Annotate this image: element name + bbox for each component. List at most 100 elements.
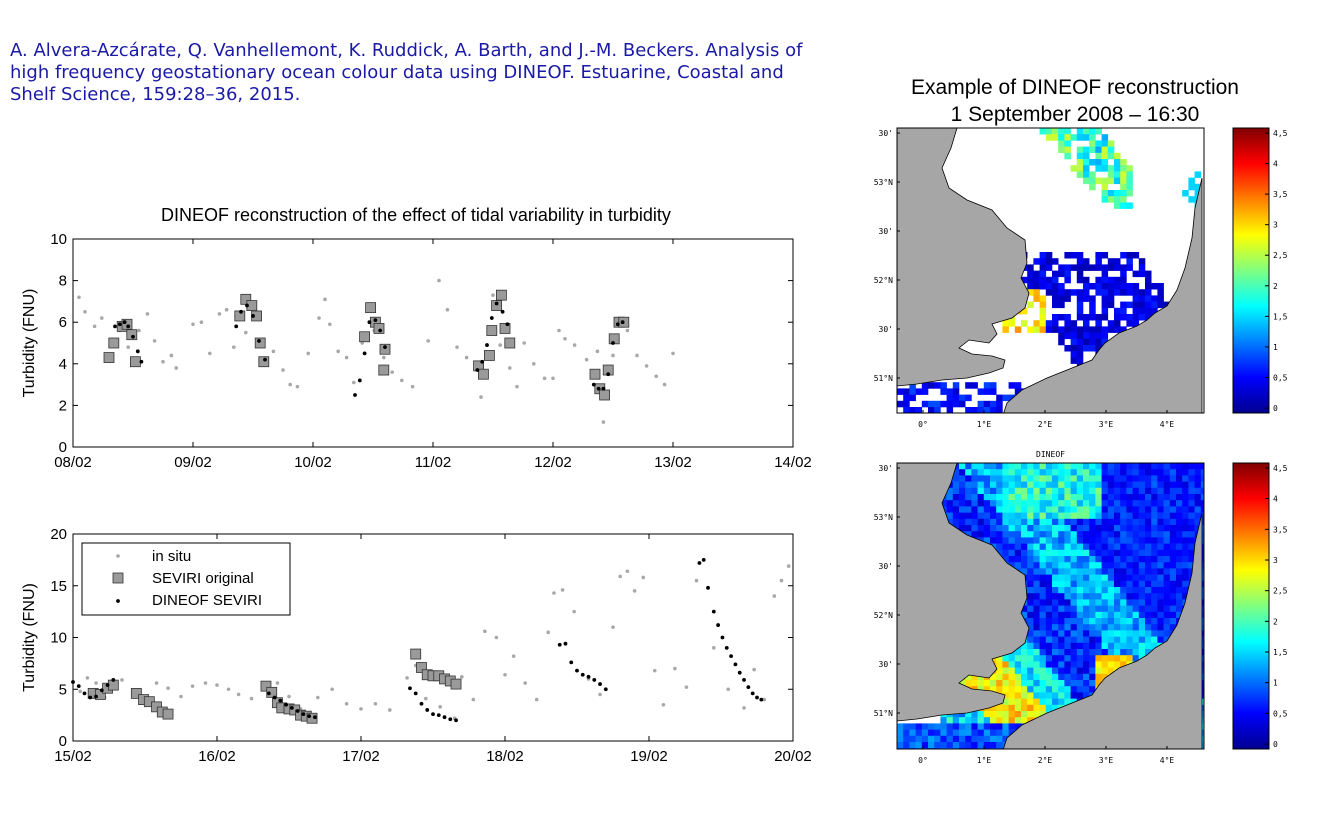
dineof-point [126,324,131,329]
map-pixel [1045,258,1053,265]
map-pixel [1114,624,1121,631]
map-pixel [1145,611,1152,619]
dineof-point [591,382,596,387]
map-pixel [1083,512,1090,520]
map-pixel [1070,525,1078,532]
map-pixel [965,680,972,687]
map-pixel [990,518,997,526]
map-pixel [1021,642,1028,650]
map-pixel [1163,574,1171,582]
map-pixel [1089,463,1096,470]
insitu-point [779,578,784,583]
map-pixel [1089,531,1096,538]
colorbar-tick-label: 0,5 [1273,709,1288,718]
map-pixel [1033,599,1040,606]
map-pixel [1064,618,1071,625]
map-pixel [1145,556,1152,563]
map-pixel [1151,549,1158,557]
map-pixel [1107,599,1115,606]
map-pixel [1021,673,1028,681]
map-pixel [1052,258,1059,265]
map-pixel [946,388,954,395]
map-pixel [1194,518,1202,526]
map-pixel [1064,599,1071,606]
map-pixel [1027,512,1034,520]
dineof-point [245,303,249,308]
map-pixel [1070,599,1078,606]
insitu-point [410,384,415,389]
map-pixel [1182,587,1189,594]
map-pixel [1045,283,1053,290]
map-pixel [1014,698,1022,706]
map-pixel [1076,605,1084,613]
colorbar-tick-label: 1,5 [1273,648,1288,657]
map-pixel [1008,673,1016,681]
map-pixel [1014,469,1022,476]
map-pixel [983,407,991,413]
map-pixel [1033,624,1040,631]
map-pixel [1169,624,1177,631]
map-pixel [977,487,985,495]
map-pixel [1033,518,1040,526]
map-pixel [959,729,966,737]
insitu-point [572,609,576,614]
dineof-point [485,343,489,347]
map-pixel [1145,605,1152,613]
x-tick-label: 12/02 [534,454,572,471]
map-pixel [1107,531,1115,538]
map-pixel [977,723,985,730]
map-pixel [1095,673,1102,681]
map-pixel [1138,463,1146,470]
map-pixel [1083,568,1090,575]
colorbar-tick-label: 3,5 [1273,525,1288,534]
map-x-tick-label: 4°E [1160,420,1175,429]
map-pixel [946,518,954,526]
map-pixel [1002,469,1009,476]
map-pixel [1101,307,1109,315]
map-pixel [1176,543,1183,551]
map-pixel [1176,487,1183,495]
map-pixel [1089,649,1096,656]
map-pixel [1194,183,1202,191]
insitu-point [190,684,195,688]
map-pixel [1188,469,1195,476]
map-pixel [1188,487,1195,495]
map-pixel [1039,698,1047,706]
map-pixel [1045,518,1053,526]
map-pixel [940,729,947,737]
map-pixel [1039,611,1047,619]
insitu-point [483,629,487,634]
map-pixel [1151,636,1158,644]
map-pixel [1169,487,1177,495]
insitu-point [460,675,464,679]
map-pixel [1027,494,1034,501]
dineof-point [442,715,447,720]
map-pixel [909,394,916,402]
map-pixel [1045,680,1053,687]
map-pixel [1064,574,1071,582]
map-pixel [1027,500,1034,507]
dineof-point [615,322,620,327]
insitu-point [191,322,195,327]
map-pixel [1058,283,1065,290]
map-pixel [1101,289,1109,296]
map-pixel [1089,587,1096,594]
map-pixel [1021,307,1028,315]
map-pixel [1058,326,1065,333]
map-pixel [959,680,966,687]
map-pixel [1101,152,1109,160]
map-pixel [1008,525,1016,532]
map-pixel [971,525,978,532]
seviri-square [486,325,498,336]
map-pixel [1157,518,1164,526]
map-pixel [1095,506,1102,513]
map-pixel [1095,525,1102,532]
map-pixel [1002,704,1009,712]
map-pixel [1027,518,1034,526]
map-pixel [971,475,978,482]
map-pixel [1188,500,1195,507]
dineof-point [557,642,562,647]
map-pixel [965,407,972,413]
map-pixel [1163,549,1171,557]
map-pixel [1064,264,1071,271]
